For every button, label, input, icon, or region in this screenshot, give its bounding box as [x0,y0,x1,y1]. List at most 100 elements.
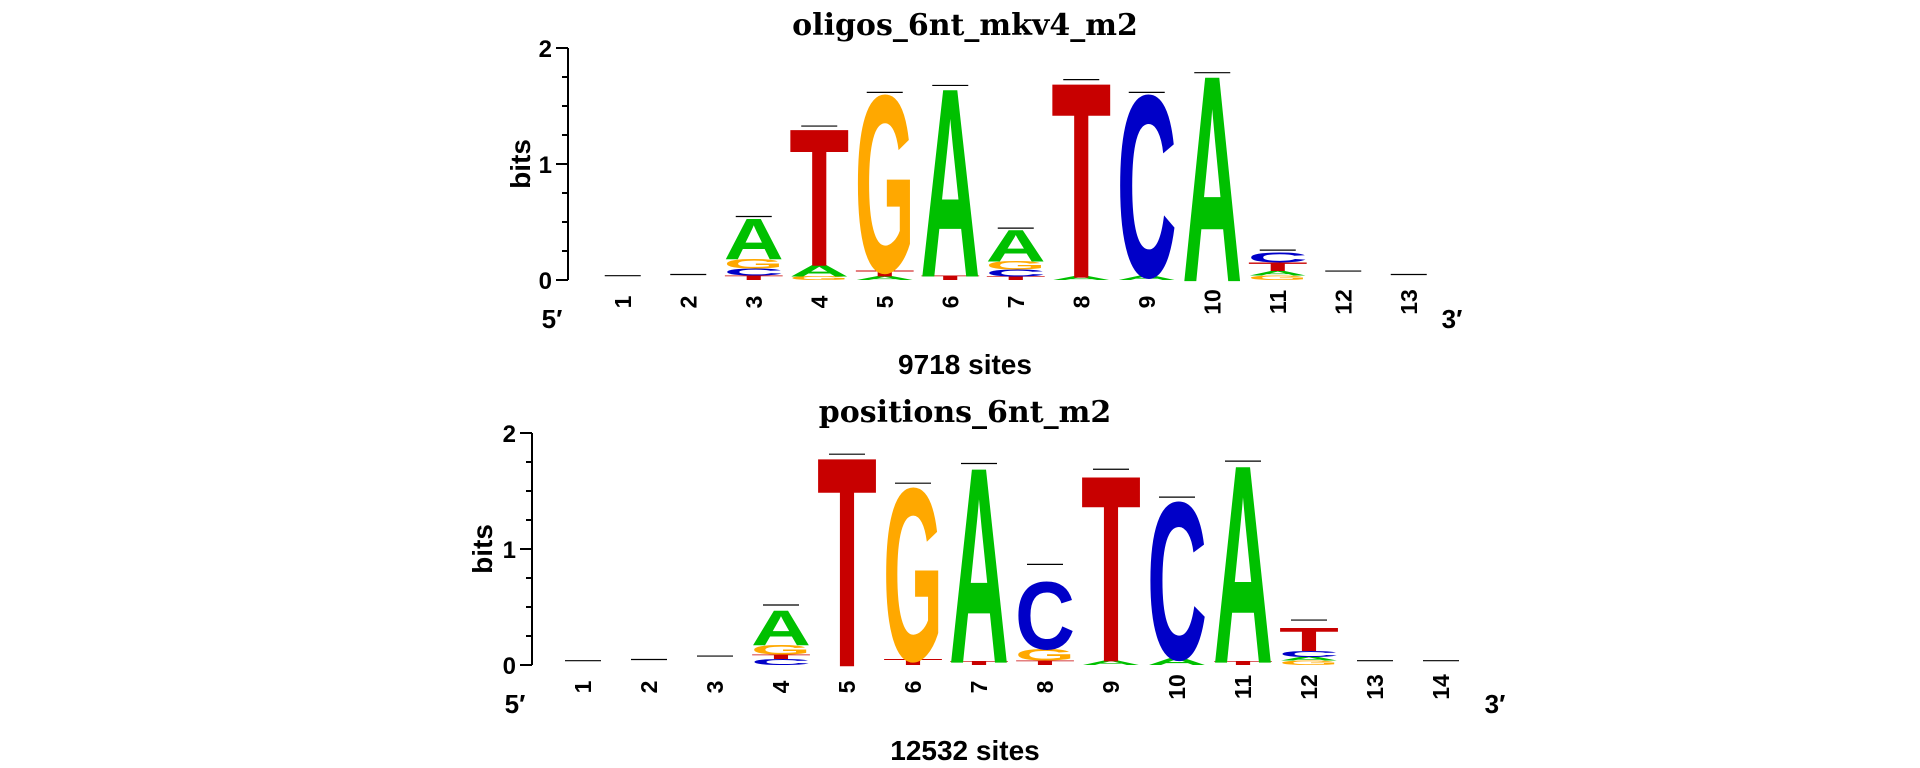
letter-T: T [1051,24,1111,338]
position-number: 13 [1362,674,1388,700]
letter-A: A [949,409,1009,722]
position-number: 2 [636,681,662,694]
logo-position-13: 13 [1390,273,1427,315]
letter-C: C [1015,562,1075,670]
letter-T: T [949,660,1009,666]
position-number: 3 [702,681,728,694]
position-number: 11 [1230,675,1256,700]
logo-position-2: 2 [670,273,707,309]
position-number: 3 [741,296,767,309]
letter-C: C [1147,456,1207,708]
letter-A: A [1248,269,1308,276]
logo-position-9: AC9 [1117,41,1177,332]
logo-position-9: AT9 [1081,420,1141,719]
logo-position-12: 12 [1325,270,1362,315]
position-number: 9 [1134,296,1160,309]
y-axis-label: bits [467,524,498,574]
letter-A: A [1213,407,1273,723]
letter-G: G [855,42,915,326]
position-number: 11 [1265,290,1291,315]
letter-T: T [1015,659,1075,666]
letter-C: C [1248,249,1308,266]
logo-position-8: TGC 8 [1015,562,1075,693]
letter-G: G [789,276,849,282]
logo-position-1: 1 [604,275,641,308]
y-tick-label: 0 [539,268,552,295]
position-number: 10 [1199,289,1225,315]
y-tick-label: 1 [503,537,516,564]
letter-G: G [1248,274,1308,282]
letter-T: T [1213,660,1273,666]
position-number: 1 [610,295,636,308]
sites-count: 9718 sites [898,349,1032,380]
logo-position-7: TA7 [949,409,1009,722]
five-prime-label: 5′ [542,304,563,334]
position-number: 5 [834,680,860,693]
letter-T: T [920,274,980,281]
logo-position-3: 3 [697,655,733,694]
position-number: 5 [872,295,898,308]
letter-G: G [883,436,943,713]
logo-position-5: T5 [817,396,877,731]
position-number: 2 [675,296,701,309]
letter-T: T [855,269,915,278]
letter-C: C [1279,649,1339,658]
letter-G: G [986,259,1046,272]
position-number: 12 [1330,289,1356,315]
logo-title: positions_6nt_m2 [819,395,1111,430]
y-tick-label: 0 [503,653,516,680]
position-number: 12 [1296,674,1322,700]
letter-A: A [855,276,915,282]
logo-position-10: A10 [1182,14,1242,345]
letter-A: A [751,600,811,656]
letter-A: A [986,221,1046,272]
y-tick-label: 2 [539,36,552,63]
letter-A: A [724,207,784,272]
letter-A: A [1147,656,1207,667]
letter-C: C [751,658,811,667]
position-number: 7 [1003,296,1029,309]
logo-position-8: AT8 [1051,24,1111,338]
letter-G: G [1279,659,1339,667]
position-number: 4 [768,680,794,693]
three-prime-label: 3′ [1442,304,1463,334]
y-axis-label: bits [505,139,536,189]
position-number: 14 [1428,674,1454,700]
letter-T: T [789,87,849,307]
logo-position-1: 1 [565,660,601,693]
position-number: 6 [900,681,926,694]
letter-A: A [1117,274,1177,281]
y-tick-label: 1 [539,152,552,179]
position-number: 13 [1396,289,1422,315]
letter-T: T [986,275,1046,281]
letter-T: T [817,396,877,731]
logo-position-6: TA6 [920,33,980,334]
letter-T: T [1248,260,1308,273]
logo-title: oligos_6nt_mkv4_m2 [792,8,1138,43]
logo-position-6: TG6 [883,436,943,713]
position-number: 8 [1068,295,1094,308]
letter-G: G [751,643,811,658]
position-number: 6 [937,296,963,309]
letter-A: A [789,262,849,281]
position-number: 4 [806,295,832,308]
letter-T: T [724,274,784,281]
logo-position-13: 13 [1357,660,1393,700]
letter-T: T [883,657,943,666]
letter-A: A [1279,656,1339,662]
letter-T: T [1081,420,1141,719]
letter-T: T [751,653,811,660]
logo-position-2: 2 [631,658,667,694]
